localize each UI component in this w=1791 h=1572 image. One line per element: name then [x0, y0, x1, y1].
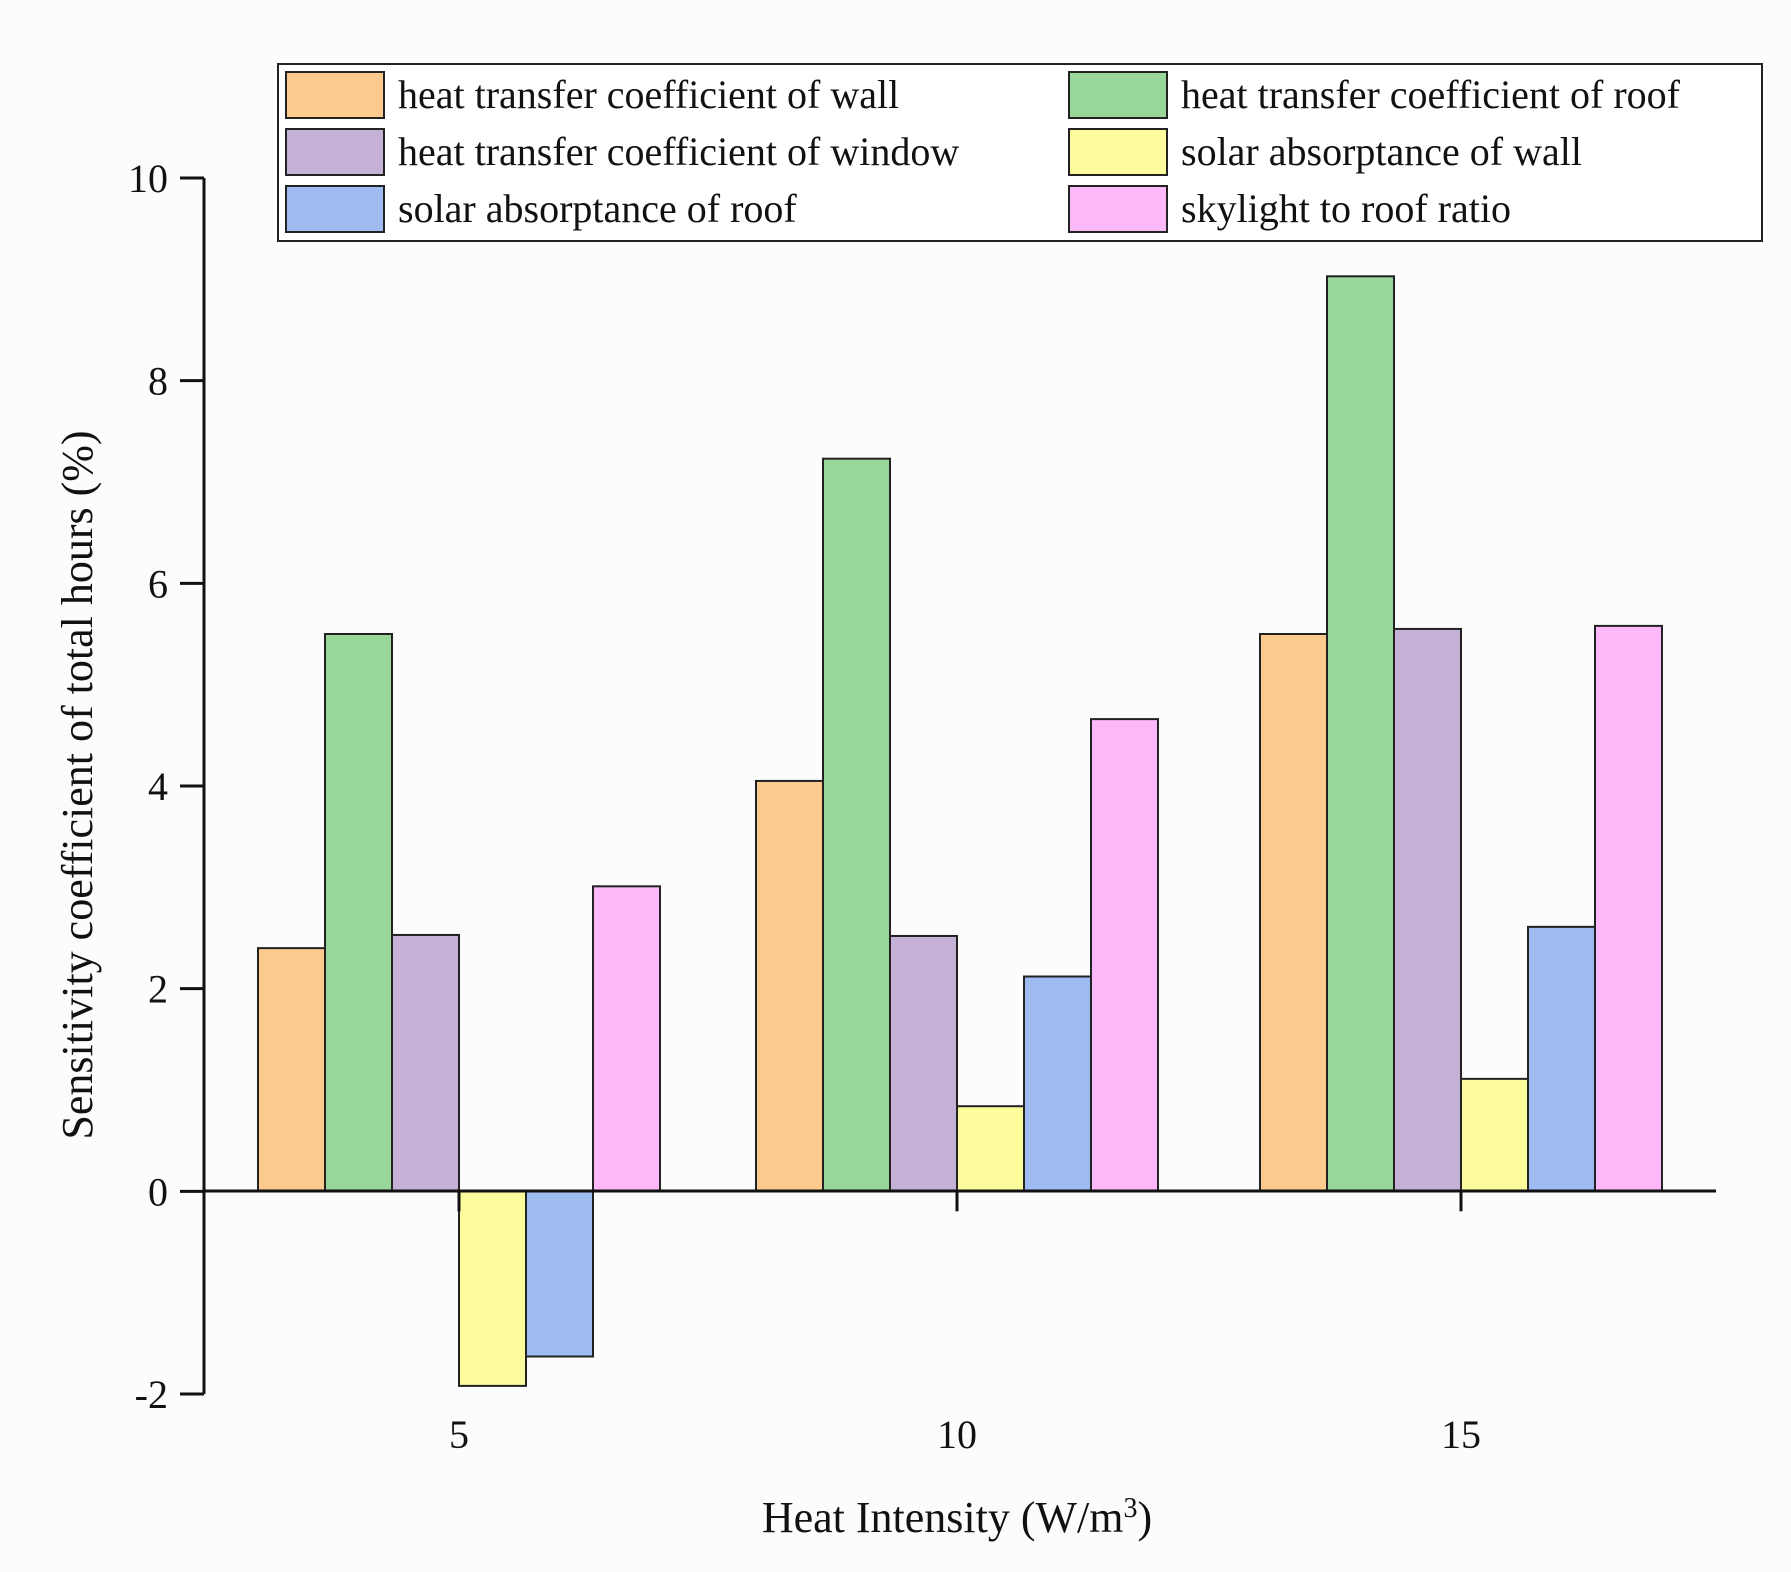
bar-solar-absorptance-of-roof-5: [525, 1190, 594, 1358]
legend-swatch: [1068, 128, 1168, 176]
bar-heat-transfer-coefficient-of-wall-15: [1259, 633, 1328, 1193]
y-ticks: -2 0 2 4 6 8 10: [128, 156, 204, 1417]
legend-swatch: [285, 128, 385, 176]
y-axis-title: Sensitivity coefficient of total hours (…: [53, 430, 102, 1139]
x-axis-title-superscript: 3: [1124, 1493, 1138, 1524]
legend-label: heat transfer coefficient of wall: [398, 72, 899, 117]
legend-swatch: [1068, 185, 1168, 233]
x-ticks: 5 10 15: [449, 1191, 1481, 1457]
legend-label: heat transfer coefficient of roof: [1181, 72, 1681, 117]
y-tick-label: 2: [148, 967, 168, 1012]
y-tick-label: 6: [148, 561, 168, 606]
y-tick-label: -2: [135, 1372, 168, 1417]
y-tick-label: 4: [148, 764, 168, 809]
x-tick-label: 15: [1441, 1412, 1481, 1457]
legend-swatch: [285, 71, 385, 119]
x-axis-title-main: Heat Intensity (W/m: [762, 1493, 1124, 1542]
bars-group: [257, 275, 1663, 1387]
x-axis-title-suffix: ): [1138, 1493, 1153, 1542]
y-tick-label: 8: [148, 359, 168, 404]
bar-solar-absorptance-of-roof-10: [1023, 975, 1092, 1193]
legend-label: solar absorptance of roof: [398, 186, 797, 231]
y-tick-label: 10: [128, 156, 168, 201]
bar-solar-absorptance-of-wall-15: [1460, 1077, 1529, 1193]
legend-swatch: [1068, 71, 1168, 119]
bar-heat-transfer-coefficient-of-roof-10: [822, 457, 891, 1193]
x-axis-title: Heat Intensity (W/m3): [762, 1493, 1152, 1543]
bar-skylight-to-roof-ratio-15: [1594, 624, 1663, 1193]
x-tick-label: 10: [937, 1412, 977, 1457]
bar-heat-transfer-coefficient-of-window-10: [889, 934, 958, 1193]
bar-skylight-to-roof-ratio-10: [1090, 718, 1159, 1193]
legend-label: solar absorptance of wall: [1181, 129, 1582, 174]
x-tick-label: 5: [449, 1412, 469, 1457]
legend-frame: [277, 63, 1763, 242]
legend-label: skylight to roof ratio: [1181, 186, 1511, 231]
bar-heat-transfer-coefficient-of-roof-5: [324, 633, 393, 1193]
bar-heat-transfer-coefficient-of-window-5: [391, 933, 460, 1193]
bar-heat-transfer-coefficient-of-wall-5: [257, 947, 326, 1193]
bar-solar-absorptance-of-roof-15: [1527, 925, 1596, 1193]
bar-heat-transfer-coefficient-of-roof-15: [1326, 275, 1395, 1193]
bar-heat-transfer-coefficient-of-window-15: [1393, 627, 1462, 1193]
bar-solar-absorptance-of-wall-5: [458, 1190, 527, 1387]
legend: heat transfer coefficient of wall heat tr…: [277, 63, 1763, 242]
bar-skylight-to-roof-ratio-5: [592, 885, 661, 1193]
y-tick-label: 0: [148, 1169, 168, 1214]
axes: [202, 178, 1716, 1394]
legend-swatch: [285, 185, 385, 233]
bar-solar-absorptance-of-wall-10: [956, 1105, 1025, 1193]
bar-heat-transfer-coefficient-of-wall-10: [755, 779, 824, 1193]
legend-label: heat transfer coefficient of window: [398, 129, 959, 174]
